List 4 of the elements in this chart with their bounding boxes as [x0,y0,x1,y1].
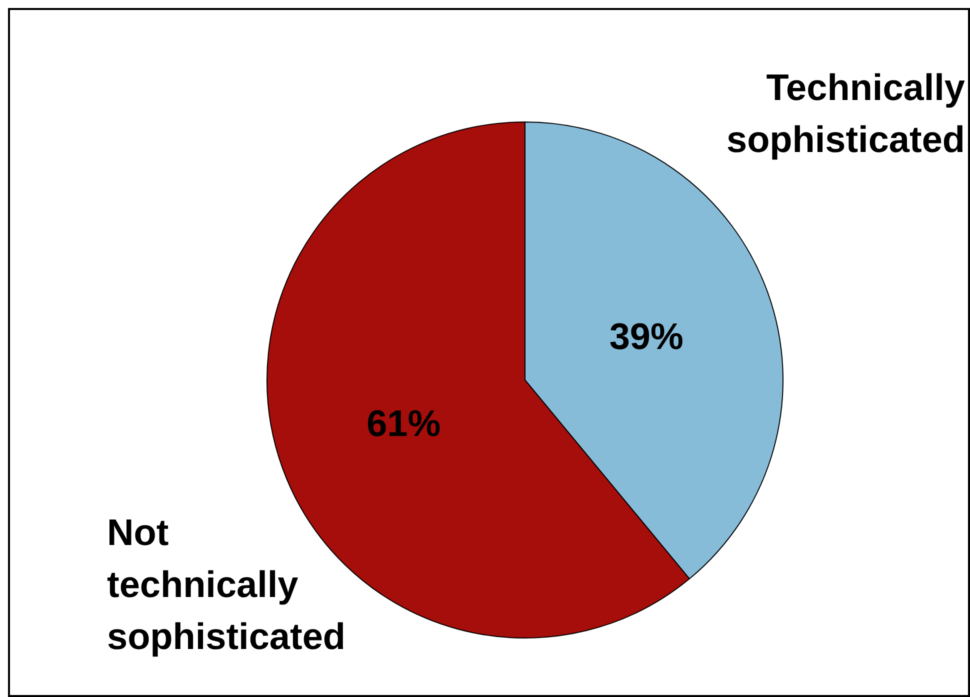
slice-label: Not technically sophisticated [107,512,346,657]
slice-label: Technically sophisticated [726,67,966,160]
data-label: 61% [366,403,441,444]
data-label: 39% [609,316,684,357]
